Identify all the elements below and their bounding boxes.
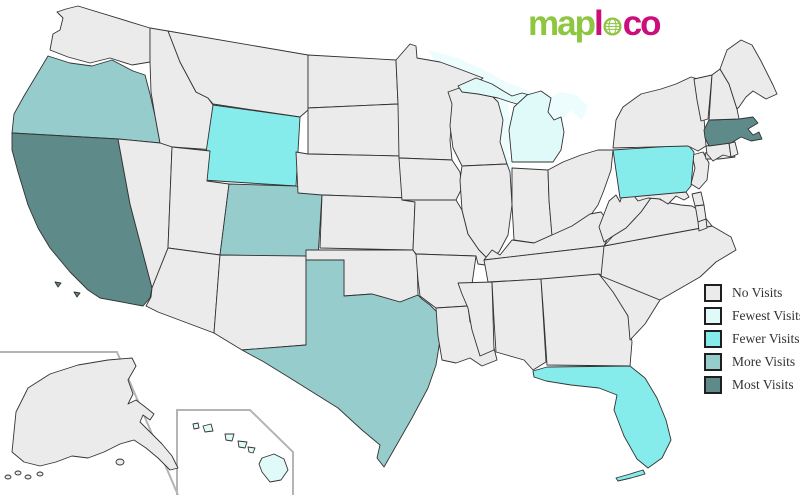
legend-label: Most Visits	[732, 376, 794, 392]
state-delaware[interactable]	[691, 191, 705, 207]
legend: No Visits Fewest Visits Fewer Visits Mor…	[704, 283, 800, 400]
state-south-dakota[interactable]	[307, 103, 404, 157]
logo-text-co: co	[622, 4, 662, 43]
state-nebraska[interactable]	[295, 151, 415, 199]
state-california-island[interactable]	[73, 291, 81, 298]
globe-icon	[603, 17, 622, 36]
legend-label: No Visits	[732, 284, 783, 300]
legend-label: Fewest Visits	[732, 307, 800, 323]
state-virginia-shore[interactable]	[697, 218, 708, 232]
state-new-mexico[interactable]	[213, 254, 307, 351]
state-hawaii-island[interactable]	[192, 422, 200, 430]
state-north-carolina[interactable]	[600, 225, 737, 301]
legend-swatch	[704, 352, 722, 371]
state-alaska-kodiak[interactable]	[115, 458, 125, 466]
state-indiana[interactable]	[511, 167, 553, 244]
state-north-dakota[interactable]	[307, 54, 399, 109]
maploco-logo[interactable]: mapl co	[528, 4, 662, 43]
state-alaska[interactable]	[11, 357, 179, 471]
state-texas[interactable]	[241, 259, 441, 468]
state-alaska-aleutian[interactable]	[14, 470, 22, 476]
legend-swatch	[704, 283, 722, 302]
state-michigan[interactable]	[508, 90, 565, 163]
state-new-york[interactable]	[612, 76, 707, 152]
state-massachusetts[interactable]	[703, 116, 763, 147]
state-alabama[interactable]	[491, 278, 547, 371]
legend-label: More Visits	[732, 353, 796, 369]
legend-item-more-visits: More Visits	[704, 352, 800, 371]
state-alaska-aleutian[interactable]	[4, 474, 12, 480]
state-california-island[interactable]	[54, 281, 62, 288]
legend-item-fewest-visits: Fewest Visits	[704, 306, 800, 325]
state-hawaii-island[interactable]	[247, 446, 256, 454]
state-iowa[interactable]	[398, 157, 463, 201]
legend-swatch	[704, 329, 722, 348]
state-pennsylvania[interactable]	[612, 144, 695, 199]
state-florida-keys[interactable]	[615, 469, 646, 482]
state-colorado[interactable]	[219, 183, 323, 258]
state-wyoming[interactable]	[201, 104, 301, 187]
hawaii-inset-border	[176, 409, 294, 495]
legend-item-fewer-visits: Fewer Visits	[704, 329, 800, 348]
state-oregon[interactable]	[11, 55, 161, 144]
legend-swatch	[704, 306, 722, 325]
logo-text-map: map	[528, 4, 596, 43]
state-alaska-aleutian[interactable]	[24, 474, 32, 480]
state-florida[interactable]	[532, 365, 672, 469]
legend-label: Fewer Visits	[732, 330, 800, 346]
state-maine[interactable]	[719, 39, 778, 110]
state-new-jersey[interactable]	[690, 151, 710, 190]
legend-item-no-visits: No Visits	[704, 283, 800, 302]
state-kansas[interactable]	[319, 194, 416, 251]
state-hawaii-island[interactable]	[224, 433, 235, 442]
state-hawaii-big-island[interactable]	[258, 453, 289, 483]
state-washington[interactable]	[49, 5, 151, 66]
legend-swatch	[704, 375, 722, 394]
state-alaska-aleutian[interactable]	[36, 471, 44, 477]
state-hawaii-island[interactable]	[202, 423, 214, 433]
state-hawaii-island[interactable]	[237, 440, 248, 449]
legend-item-most-visits: Most Visits	[704, 375, 800, 394]
state-vermont[interactable]	[693, 74, 713, 122]
logo-text-l: l	[593, 4, 604, 43]
state-rhode-island[interactable]	[728, 141, 739, 158]
